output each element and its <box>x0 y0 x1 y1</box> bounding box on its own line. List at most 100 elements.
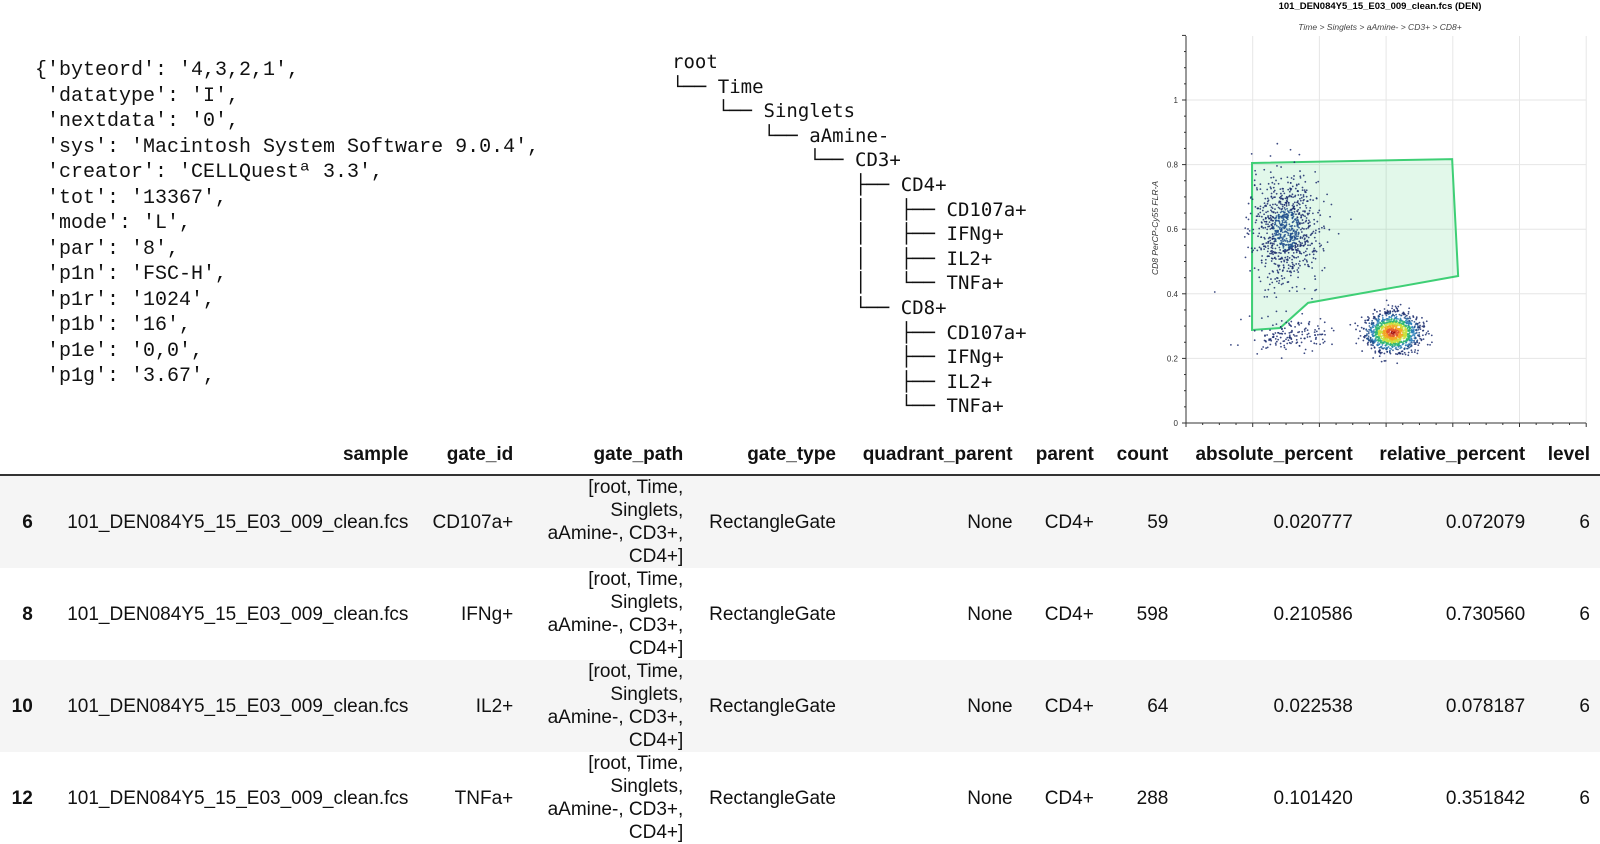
column-header[interactable]: absolute_percent <box>1178 436 1363 476</box>
event-point <box>1301 213 1304 216</box>
event-point <box>1279 326 1282 328</box>
event-point <box>1306 333 1309 336</box>
event-point <box>1416 326 1419 329</box>
event-point <box>1256 207 1259 210</box>
event-point <box>1322 341 1325 344</box>
event-point <box>1284 213 1287 216</box>
event-point <box>1263 220 1266 223</box>
column-header[interactable] <box>0 436 43 476</box>
event-point <box>1295 219 1298 222</box>
event-point <box>1396 320 1398 323</box>
event-point <box>1305 206 1308 209</box>
event-point <box>1406 347 1408 350</box>
event-point <box>1393 341 1396 344</box>
event-point <box>1279 188 1282 191</box>
column-header[interactable]: parent <box>1022 436 1104 476</box>
event-point <box>1291 286 1294 289</box>
event-point <box>1280 239 1282 242</box>
event-point <box>1296 221 1299 224</box>
event-point <box>1303 337 1306 340</box>
event-point <box>1247 228 1249 230</box>
tree-node: ├── CD4+ <box>672 173 947 196</box>
event-point <box>1290 188 1293 190</box>
event-point <box>1280 210 1283 213</box>
event-point <box>1281 215 1284 218</box>
event-point <box>1394 329 1397 332</box>
event-point <box>1395 346 1397 349</box>
event-point <box>1416 322 1419 325</box>
event-point <box>1415 331 1418 334</box>
event-point <box>1293 229 1295 232</box>
event-point <box>1366 330 1369 333</box>
event-point <box>1307 219 1310 222</box>
event-point <box>1390 340 1393 343</box>
event-point <box>1282 242 1285 245</box>
column-header[interactable]: relative_percent <box>1362 436 1536 476</box>
event-point <box>1285 258 1288 261</box>
event-point <box>1313 247 1316 250</box>
event-point <box>1285 228 1288 231</box>
column-header[interactable]: quadrant_parent <box>845 436 1023 476</box>
event-point <box>1275 310 1278 313</box>
event-point <box>1280 197 1282 200</box>
column-header[interactable]: gate_id <box>418 436 524 476</box>
event-point <box>1300 196 1303 199</box>
event-point <box>1294 245 1297 248</box>
event-point <box>1397 318 1399 320</box>
event-point <box>1409 334 1411 337</box>
event-point <box>1421 334 1424 337</box>
event-point <box>1292 205 1295 208</box>
event-point <box>1414 341 1417 344</box>
event-point <box>1418 331 1421 334</box>
event-point <box>1274 342 1277 345</box>
event-point <box>1266 334 1269 336</box>
event-point <box>1400 340 1403 343</box>
event-point <box>1401 353 1404 355</box>
event-point <box>1303 228 1305 230</box>
event-point <box>1274 203 1277 206</box>
column-header[interactable]: level <box>1535 436 1600 476</box>
column-header[interactable]: gate_type <box>693 436 846 476</box>
event-point <box>1265 211 1268 214</box>
event-point <box>1290 320 1293 323</box>
event-point <box>1278 282 1280 285</box>
event-point <box>1279 233 1282 236</box>
event-point <box>1302 174 1305 177</box>
event-point <box>1270 209 1272 212</box>
event-point <box>1312 199 1315 202</box>
column-header[interactable]: sample <box>42 436 419 476</box>
event-point <box>1404 353 1407 356</box>
event-point <box>1244 227 1247 230</box>
event-point <box>1382 339 1384 342</box>
event-point <box>1313 236 1316 239</box>
event-point <box>1373 341 1376 343</box>
event-point <box>1369 341 1372 344</box>
event-point <box>1288 270 1291 273</box>
event-point <box>1294 248 1297 251</box>
event-point <box>1291 340 1294 343</box>
event-point <box>1290 228 1293 231</box>
event-point <box>1288 223 1291 226</box>
event-point <box>1388 340 1391 342</box>
event-point <box>1290 211 1293 214</box>
event-point <box>1360 326 1363 329</box>
event-point <box>1386 331 1389 334</box>
event-point <box>1371 340 1374 343</box>
event-point <box>1299 264 1301 267</box>
event-point <box>1308 323 1310 326</box>
event-point <box>1407 351 1410 354</box>
event-point <box>1390 326 1393 329</box>
event-point <box>1252 249 1255 252</box>
event-point <box>1314 329 1316 331</box>
event-point <box>1288 290 1291 292</box>
event-point <box>1271 197 1274 200</box>
event-point <box>1383 330 1386 332</box>
column-header[interactable]: count <box>1103 436 1179 476</box>
event-point <box>1394 327 1397 330</box>
column-header[interactable]: gate_path <box>523 436 694 476</box>
event-point <box>1281 221 1284 224</box>
event-point <box>1271 233 1274 235</box>
event-point <box>1416 339 1419 342</box>
event-point <box>1249 269 1252 272</box>
event-point <box>1285 223 1288 226</box>
